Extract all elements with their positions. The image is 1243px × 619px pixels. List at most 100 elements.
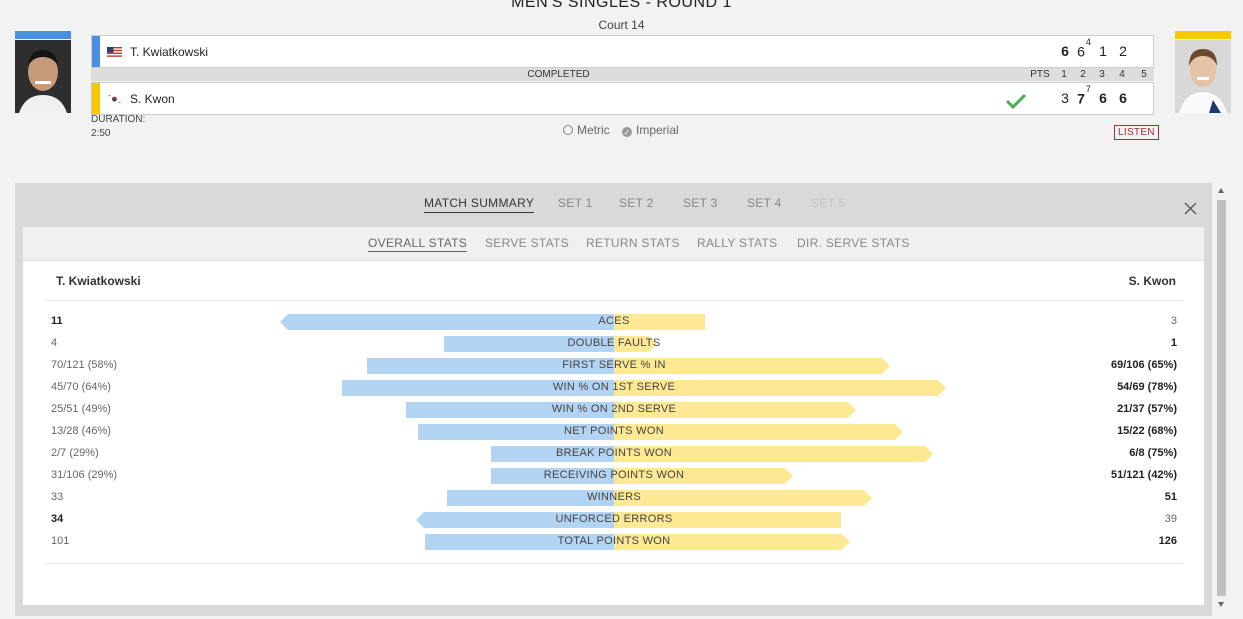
stat-label: ACES	[598, 315, 630, 327]
close-icon[interactable]	[1184, 202, 1197, 215]
stat-row: WINNERS 33 51	[45, 487, 1183, 509]
match-status: COMPLETED	[527, 69, 590, 80]
us-flag-icon	[107, 47, 122, 57]
stat-value-right: 126	[1158, 535, 1177, 547]
stat-bar-right	[614, 446, 933, 462]
scrollbar[interactable]	[1215, 186, 1228, 612]
stat-bar-left	[491, 468, 614, 484]
subtab-serve-stats[interactable]: SERVE STATS	[485, 236, 569, 250]
stats-header-divider	[45, 300, 1183, 301]
scroll-thumb[interactable]	[1217, 200, 1226, 596]
player1-photo	[15, 40, 71, 113]
player2-photo	[1175, 40, 1231, 113]
stat-value-right: 51	[1164, 491, 1177, 503]
stat-bar-right	[614, 402, 856, 418]
player2-set4-score: 6	[1119, 90, 1127, 106]
stat-bar-right	[614, 358, 890, 374]
metric-label: Metric	[577, 123, 610, 137]
player1-set3-score: 1	[1099, 43, 1107, 59]
stat-bar-right	[614, 314, 705, 330]
subtab-return-stats[interactable]: RETURN STATS	[586, 236, 680, 250]
imperial-option[interactable]: ✓ Imperial	[622, 123, 679, 137]
stat-bar-left	[418, 424, 614, 440]
player1-color-bar	[92, 36, 100, 67]
stat-row: ACES 11 3	[45, 311, 1183, 333]
stat-value-left: 2/7 (29%)	[51, 447, 99, 459]
player1-color-stripe	[15, 31, 71, 39]
stat-value-left: 31/106 (29%)	[51, 469, 118, 481]
player2-color-stripe	[1175, 31, 1231, 39]
imperial-radio-checked[interactable]: ✓	[622, 127, 632, 137]
score-header-strip: COMPLETED PTS 1 2 3 4 5	[91, 68, 1154, 81]
duration-label: DURATION:	[91, 114, 146, 125]
winner-check-icon	[1005, 93, 1027, 109]
stat-label: DOUBLE FAULTS	[567, 337, 661, 349]
stat-row: DOUBLE FAULTS 4 1	[45, 333, 1183, 355]
stat-value-right: 1	[1170, 337, 1177, 349]
set4-column-header: 4	[1119, 69, 1125, 80]
stats-player2-name: S. Kwon	[1128, 274, 1176, 288]
stat-label: NET POINTS WON	[564, 425, 664, 437]
stat-value-left: 34	[51, 513, 64, 525]
stat-label: RECEIVING POINTS WON	[543, 469, 685, 481]
stat-value-right: 54/69 (78%)	[1117, 381, 1177, 393]
scroll-up-arrow-icon[interactable]	[1218, 188, 1224, 193]
stat-bar-left	[491, 446, 614, 462]
stat-row: BREAK POINTS WON 2/7 (29%) 6/8 (75%)	[45, 443, 1183, 465]
tab-set-2[interactable]: SET 2	[619, 196, 654, 210]
stat-bar-right	[614, 424, 903, 440]
tab-set-1[interactable]: SET 1	[558, 196, 593, 210]
stat-label: WIN % ON 1ST SERVE	[552, 381, 676, 393]
stat-value-left: 101	[51, 535, 70, 547]
stats-panel: MATCH SUMMARY SET 1 SET 2 SET 3 SET 4 SE…	[15, 183, 1212, 616]
player1-set4-score: 2	[1119, 43, 1127, 59]
listen-button[interactable]: LISTEN	[1114, 125, 1159, 140]
tab-set-4[interactable]: SET 4	[747, 196, 782, 210]
tab-set-3[interactable]: SET 3	[683, 196, 718, 210]
stat-bar-right	[614, 380, 946, 396]
stat-bar-left	[367, 358, 614, 374]
stat-bar-right	[614, 534, 850, 550]
scroll-down-arrow-icon[interactable]	[1218, 602, 1224, 607]
player1-set2-score: 64	[1077, 37, 1091, 60]
player2-set1-score: 3	[1061, 90, 1069, 106]
stat-bar-left	[342, 380, 614, 396]
stat-row: WIN % ON 2ND SERVE 25/51 (49%) 21/37 (57%)	[45, 399, 1183, 421]
subtab-overall-stats[interactable]: OVERALL STATS	[368, 236, 468, 252]
metric-radio[interactable]	[563, 125, 573, 135]
stat-row: FIRST SERVE % IN 70/121 (58%) 69/106 (65%)	[45, 355, 1183, 377]
court-label: Court 14	[598, 18, 645, 32]
stat-row: NET POINTS WON 13/28 (46%) 15/22 (68%)	[45, 421, 1183, 443]
stat-bar-right	[614, 512, 841, 528]
stat-label: WIN % ON 2ND SERVE	[551, 403, 677, 415]
stat-label: FIRST SERVE % IN	[562, 359, 666, 371]
stat-value-left: 33	[51, 491, 64, 503]
subtab-rally-stats[interactable]: RALLY STATS	[697, 236, 778, 250]
stat-row: RECEIVING POINTS WON 31/106 (29%) 51/121 (…	[45, 465, 1183, 487]
stat-value-right: 39	[1164, 513, 1177, 525]
player1-score-row: T. Kwiatkowski 6 64 1 2	[91, 35, 1154, 68]
stat-value-left: 11	[51, 315, 63, 327]
stat-value-left: 25/51 (49%)	[51, 403, 111, 415]
stat-label: UNFORCED ERRORS	[555, 513, 673, 525]
stat-value-left: 13/28 (46%)	[51, 425, 111, 437]
stat-value-right: 6/8 (75%)	[1129, 447, 1177, 459]
stat-value-right: 3	[1170, 315, 1177, 327]
tab-match-summary[interactable]: MATCH SUMMARY	[424, 196, 535, 213]
stat-row: TOTAL POINTS WON 101 126	[45, 531, 1183, 553]
stat-bar-left	[416, 512, 614, 528]
imperial-label: Imperial	[636, 123, 679, 137]
stat-value-left: 45/70 (64%)	[51, 381, 111, 393]
player2-set2-score: 77	[1077, 84, 1091, 107]
stat-bar-right	[614, 468, 793, 484]
set2-column-header: 2	[1080, 69, 1086, 80]
metric-option[interactable]: Metric	[563, 123, 610, 137]
set3-column-header: 3	[1099, 69, 1105, 80]
stat-bar-left	[444, 336, 614, 352]
tab-set-5: SET 5	[811, 196, 846, 210]
stat-bar-right	[614, 336, 657, 352]
stat-row: WIN % ON 1ST SERVE 45/70 (64%) 54/69 (78%)	[45, 377, 1183, 399]
subtab-dir-serve-stats[interactable]: DIR. SERVE STATS	[797, 236, 910, 250]
player1-name: T. Kwiatkowski	[130, 45, 209, 59]
stat-value-right: 69/106 (65%)	[1110, 359, 1177, 371]
